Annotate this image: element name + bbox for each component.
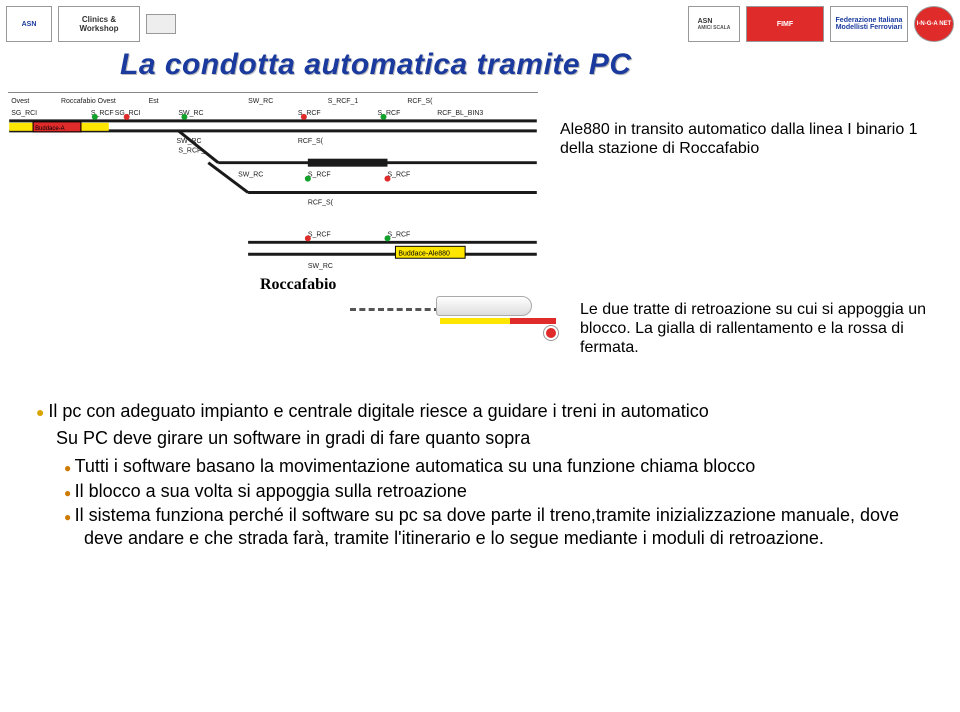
svg-text:SG_RCI: SG_RCI bbox=[11, 110, 37, 117]
note-cont: Su PC deve girare un software in gradi d… bbox=[36, 427, 930, 450]
lbl-ovest: Ovest bbox=[11, 98, 29, 105]
svg-text:SW_RC: SW_RC bbox=[248, 98, 273, 105]
stop-icon bbox=[544, 326, 558, 340]
logo-small bbox=[146, 14, 176, 34]
notes: Il pc con adeguato impianto e centrale d… bbox=[36, 400, 930, 551]
logo-asn: ASN bbox=[6, 6, 52, 42]
svg-text:Est: Est bbox=[149, 98, 159, 105]
logo-clinics: Clinics & Workshop bbox=[58, 6, 140, 42]
note-b1: Il pc con adeguato impianto e centrale d… bbox=[36, 400, 930, 423]
svg-text:S_RCF: S_RCF bbox=[308, 231, 331, 238]
logo-asn2: ASN AMICI SCALA bbox=[688, 6, 740, 42]
legend bbox=[350, 300, 560, 330]
logo-asn2-txt: ASN bbox=[698, 18, 731, 25]
svg-text:RCF_S(: RCF_S( bbox=[308, 199, 334, 206]
svg-text:S_RCF: S_RCF bbox=[387, 172, 410, 179]
legend-yellow bbox=[440, 318, 510, 324]
train-icon bbox=[436, 296, 532, 316]
logo-amici: AMICI SCALA bbox=[698, 25, 731, 31]
legend-dash bbox=[350, 308, 440, 311]
logo-fed-l2: Modellisti Ferroviari bbox=[836, 24, 903, 31]
svg-text:SW_RC: SW_RC bbox=[238, 172, 263, 179]
svg-text:S_RCF: S_RCF bbox=[308, 172, 331, 179]
svg-text:Buddace-A: Buddace-A bbox=[35, 126, 65, 132]
svg-text:RCF_S(: RCF_S( bbox=[407, 98, 433, 105]
logo-ring: I-N-G-A NET bbox=[914, 6, 954, 42]
logo-fed-l1: Federazione Italiana bbox=[836, 17, 903, 24]
svg-text:S_RCF_1: S_RCF_1 bbox=[328, 98, 359, 105]
svg-text:RCF_S(: RCF_S( bbox=[298, 138, 324, 145]
caption-transit: Ale880 in transito automatico dalla line… bbox=[560, 120, 920, 158]
caption-legend: Le due tratte di retroazione su cui si a… bbox=[580, 300, 940, 358]
svg-text:RCF_BL_BIN3: RCF_BL_BIN3 bbox=[437, 110, 483, 117]
note-b2c: Il sistema funziona perché il software s… bbox=[36, 504, 930, 549]
page-title: La condotta automatica tramite PC bbox=[120, 48, 632, 82]
sponsor-strip: ASN Clinics & Workshop ASN AMICI SCALA F… bbox=[6, 4, 954, 44]
station-label: Roccafabio bbox=[260, 276, 336, 294]
note-b2b: Il blocco a sua volta si appoggia sulla … bbox=[36, 480, 930, 503]
svg-text:Buddace-Ale880: Buddace-Ale880 bbox=[398, 250, 450, 257]
logo-clinics-l2: Workshop bbox=[80, 24, 119, 33]
logo-fimf: FIMF bbox=[746, 6, 824, 42]
logo-fed: Federazione Italiana Modellisti Ferrovia… bbox=[830, 6, 908, 42]
logo-clinics-l1: Clinics & bbox=[80, 15, 119, 24]
svg-text:S_RCF: S_RCF bbox=[387, 231, 410, 238]
svg-text:Roccafabio Ovest: Roccafabio Ovest bbox=[61, 98, 116, 105]
note-b2a: Tutti i software basano la movimentazion… bbox=[36, 455, 930, 478]
svg-text:SW_RC: SW_RC bbox=[308, 263, 333, 270]
title-text: La condotta automatica tramite PC bbox=[120, 48, 632, 81]
legend-red bbox=[510, 318, 556, 324]
